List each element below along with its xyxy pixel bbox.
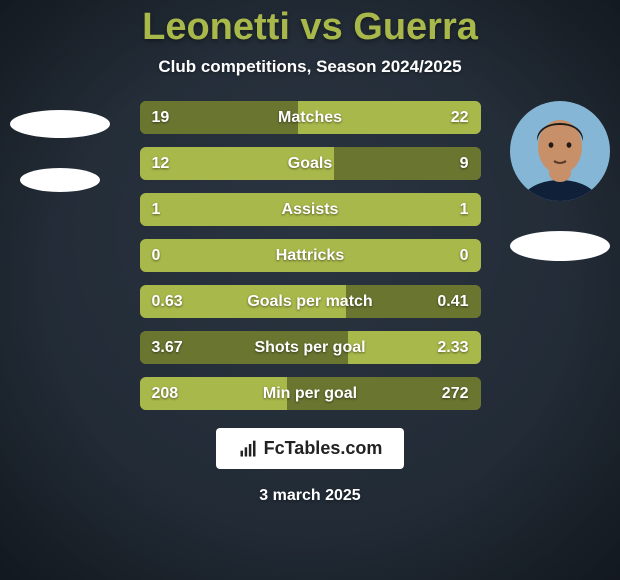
stat-label: Goals per match <box>140 293 481 311</box>
stat-label: Goals <box>140 155 481 173</box>
player-right-column <box>510 101 610 261</box>
stat-row: 3.67Shots per goal2.33 <box>140 331 481 364</box>
brand-text: FcTables.com <box>264 438 383 459</box>
placeholder-ellipse <box>10 110 110 138</box>
stat-row: 0Hattricks0 <box>140 239 481 272</box>
stat-label: Hattricks <box>140 247 481 265</box>
stat-row: 19Matches22 <box>140 101 481 134</box>
stat-row-texts: 208Min per goal272 <box>140 377 481 410</box>
stat-label: Shots per goal <box>140 339 481 357</box>
stat-label: Min per goal <box>140 385 481 403</box>
stat-row: 0.63Goals per match0.41 <box>140 285 481 318</box>
stat-row-texts: 1Assists1 <box>140 193 481 226</box>
date-text: 3 march 2025 <box>259 487 360 505</box>
stat-row-texts: 3.67Shots per goal2.33 <box>140 331 481 364</box>
stat-row: 1Assists1 <box>140 193 481 226</box>
player-left-column <box>10 101 110 201</box>
brand-badge: FcTables.com <box>216 428 405 469</box>
stats-table: 19Matches22 12Goals9 1Assists1 0Hattricks0 0… <box>140 101 481 410</box>
comparison-subtitle: Club competitions, Season 2024/2025 <box>158 57 461 77</box>
stat-row-texts: 0Hattricks0 <box>140 239 481 272</box>
player-left-avatar-placeholder <box>10 101 110 201</box>
comparison-title: Leonetti vs Guerra <box>142 6 478 49</box>
stat-row: 12Goals9 <box>140 147 481 180</box>
player-right-avatar <box>510 101 610 201</box>
stat-row-texts: 19Matches22 <box>140 101 481 134</box>
placeholder-ellipse <box>20 168 100 192</box>
stat-row-texts: 0.63Goals per match0.41 <box>140 285 481 318</box>
stat-row: 208Min per goal272 <box>140 377 481 410</box>
stat-label: Assists <box>140 201 481 219</box>
brand-chart-icon <box>238 439 258 459</box>
stat-label: Matches <box>140 109 481 127</box>
stat-row-texts: 12Goals9 <box>140 147 481 180</box>
player-right-club-badge <box>510 231 610 261</box>
